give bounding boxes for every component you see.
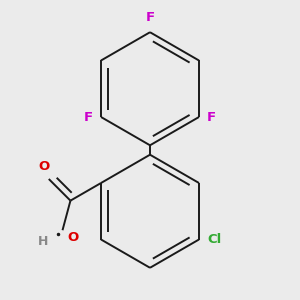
Text: Cl: Cl bbox=[207, 233, 221, 246]
Text: O: O bbox=[38, 160, 50, 173]
Text: F: F bbox=[84, 110, 93, 124]
Text: O: O bbox=[67, 231, 79, 244]
Text: F: F bbox=[207, 110, 216, 124]
Text: H: H bbox=[38, 235, 48, 248]
Text: F: F bbox=[146, 11, 154, 24]
